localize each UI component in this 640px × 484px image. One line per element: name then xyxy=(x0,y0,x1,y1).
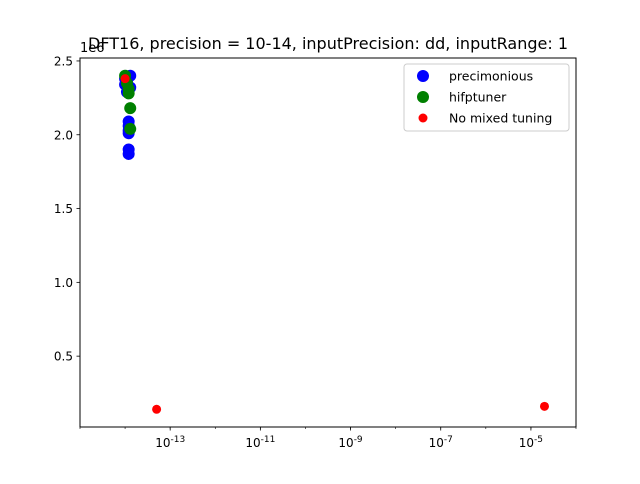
legend: precimonious hifptuner No mixed tuning xyxy=(403,63,570,132)
y-offset-label: 1e6 xyxy=(80,41,105,56)
data-point xyxy=(539,401,549,411)
y-tick-label: 1.5 xyxy=(54,202,73,216)
x-tick-label: 10-9 xyxy=(338,435,363,450)
y-tick-label: 1.0 xyxy=(54,276,73,290)
legend-marker xyxy=(417,70,429,82)
plot-frame xyxy=(79,57,577,428)
legend-label: hifptuner xyxy=(449,90,507,105)
y-tick-label: 2.5 xyxy=(54,54,73,68)
legend-label: precimonious xyxy=(449,69,533,84)
data-point xyxy=(122,87,135,100)
x-tick-label: 10-13 xyxy=(155,435,185,450)
x-tick-label: 10-11 xyxy=(245,435,275,450)
data-point xyxy=(122,147,135,160)
y-tick-label: 2.0 xyxy=(54,128,73,142)
chart-title: DFT16, precision = 10-14, inputPrecision… xyxy=(88,34,568,53)
legend-marker xyxy=(418,113,428,123)
legend-box xyxy=(403,63,570,132)
y-tick-label: 0.5 xyxy=(54,350,73,364)
data-point xyxy=(152,404,162,414)
data-point xyxy=(120,74,130,84)
data-points xyxy=(119,69,549,414)
legend-label: No mixed tuning xyxy=(449,111,552,126)
x-tick-label: 10-5 xyxy=(519,435,543,450)
x-tick-label: 10-7 xyxy=(429,435,453,450)
data-point xyxy=(124,122,137,135)
data-point xyxy=(124,102,137,115)
legend-marker xyxy=(417,91,429,103)
